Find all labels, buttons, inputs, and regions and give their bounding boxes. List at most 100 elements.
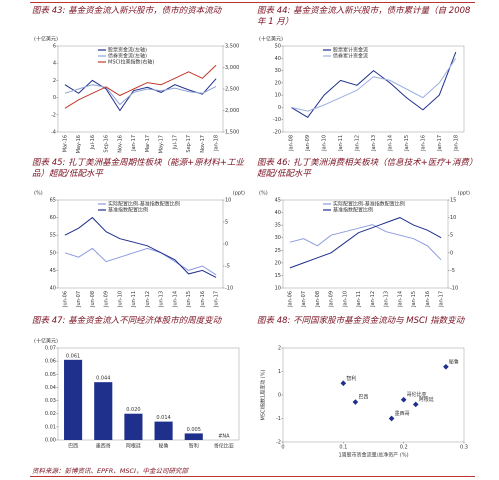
y-tick-label: 6 (53, 44, 56, 50)
y-tick-label: -2 (51, 112, 56, 118)
figure-title: 图表 45: 扎丁美洲基金周期性板块（能源+原材料+工业品）超配/低配水平 (32, 158, 244, 179)
x-tick-label: Jun-11 (131, 291, 137, 308)
x-tick-label: Jan-11 (338, 135, 344, 152)
x-tick-label: 0.3 (460, 445, 468, 451)
y-tick-label: 0 (53, 95, 56, 101)
x-tick-label: Jan-16 (425, 291, 431, 308)
scatter-point (400, 396, 407, 403)
chart: 0.00 0.01 0.02 0.03 0.04 0.05 0.06 0.07(十亿美元) 巴西… (34, 338, 240, 450)
y-tick-label: -4 (51, 130, 56, 136)
bar (94, 382, 113, 440)
x-tick-label: Jan-11 (356, 291, 362, 308)
x-tick-label: 阿根廷 (126, 443, 141, 450)
y-tick-label: 45 (50, 268, 56, 274)
x-tick-label: Jan-08 (289, 135, 295, 152)
x-tick-label: Jun-13 (159, 291, 165, 308)
legend-label: 债券资金流(左轴) (108, 53, 147, 60)
y-axis-label: (%) (259, 191, 268, 197)
y-tick-label: 50 (50, 250, 56, 256)
y-tick-label: 20 (275, 80, 281, 86)
x-axis-label: 1周股市资金流量/总净资产 (%) (338, 452, 408, 459)
x-tick-label: Jun-16 (200, 291, 206, 308)
plot-frame (282, 45, 465, 133)
x-tick-label: Jan-08 (315, 291, 321, 308)
y2-tick-label: 3,500 (225, 44, 239, 50)
line-series (291, 58, 457, 112)
x-tick-label: Jan-13 (371, 135, 377, 152)
x-tick-label: Jan-17 (439, 291, 445, 308)
point-label: 秘鲁 (449, 358, 459, 365)
chart: 40 45 50 55 60 65 -10 -5 0 5 10 (%) (ppt) Jun-06 Jun-0… (34, 191, 245, 308)
line-series (64, 78, 217, 112)
x-tick-label: Jun-15 (186, 291, 192, 308)
y-tick-label: 2 (278, 346, 281, 352)
chart: -2 -1 0 1 2 MSCI指数1周变动 (%) 0 0.1 0.2 0.3 1周股市资金流量/… (260, 346, 468, 459)
rule (30, 2, 475, 3)
y-tick-label: 2 (53, 78, 56, 84)
x-tick-label: May-16 (76, 135, 82, 153)
x-tick-label: Jan-17 (437, 135, 443, 152)
y-tick-label: 0.00 (45, 438, 56, 444)
y-tick-label: 0.07 (45, 346, 56, 352)
y-tick-label: 0.01 (45, 424, 56, 430)
x-tick-label: 0.2 (400, 445, 408, 451)
y-tick-label: 30 (275, 235, 281, 241)
line-series (64, 216, 217, 278)
y-tick-label: 25 (275, 248, 281, 254)
x-tick-label: 巴西 (68, 444, 78, 450)
plot-frame (57, 347, 240, 441)
point-label: 墨西哥 (395, 411, 410, 417)
x-tick-label: 0.1 (339, 445, 347, 451)
x-tick-label: Jun-09 (104, 291, 110, 308)
scatter-point (340, 380, 347, 387)
legend-label: MSCI拉美指数(右轴) (108, 59, 154, 66)
x-tick-label: Jul-17 (172, 135, 178, 150)
scatter-point (352, 399, 359, 405)
y-tick-label: 40 (50, 286, 56, 292)
y-axis-label: MSCI指数1周变动 (%) (260, 370, 267, 421)
y-axis-label: (十亿美元) (259, 36, 283, 43)
x-tick-label: Jul-16 (90, 135, 96, 150)
x-tick-label: Jan-12 (355, 135, 361, 152)
y2-tick-label: 5 (450, 233, 453, 239)
chart: -4 -2 0 2 4 6 1,500 2,000 2,500 3,000 3,500 (十亿美元) M… (34, 36, 239, 154)
x-tick-label: Jan-12 (370, 291, 376, 308)
y2-axis-label: (ppt) (233, 191, 245, 197)
x-tick-label: Jan-13 (384, 291, 390, 308)
y-tick-label: 60 (50, 215, 56, 221)
x-tick-label: Jan-16 (420, 135, 426, 152)
y2-tick-label: 0 (225, 242, 228, 248)
x-tick-label: 智利 (189, 443, 199, 450)
line-series (64, 247, 217, 276)
value-label: 0.020 (126, 407, 140, 413)
point-label: 哥伦比亚 (407, 391, 427, 398)
y-tick-label: 30 (275, 68, 281, 74)
y-axis-label: (十亿美元) (34, 36, 58, 43)
y-tick-label: 15 (275, 273, 281, 279)
y2-tick-label: 2,500 (225, 87, 239, 93)
value-label: 0.014 (156, 415, 170, 421)
y2-tick-label: 3,000 (225, 65, 239, 71)
legend-label: 债券累计资金流 (333, 53, 368, 60)
value-label: 0.061 (66, 353, 80, 359)
figure-title: 图表 47: 基金资金流入不同经济体股市的周度变动 (32, 316, 222, 326)
y2-tick-label: -10 (225, 286, 233, 292)
y-tick-label: 55 (50, 233, 56, 239)
y-tick-label: -2 (276, 440, 281, 446)
x-tick-label: Jan-17 (131, 135, 137, 152)
source-note: 资料来源：彭博资讯、EPFR、MSCI，中金公司研究部 (32, 467, 188, 475)
rule (30, 476, 475, 477)
y-tick-label: -10 (273, 117, 281, 123)
figure-title: 图表 43: 基金资金流入新兴股市，债市的资本流动 (32, 6, 222, 16)
x-tick-label: Nov-17 (200, 135, 206, 153)
figure-title: 图表 44: 基金资金流入新兴股市，债市累计量（自 2008 年 1 月） (257, 6, 471, 27)
figure-title: 图表 46: 扎丁美洲消费相关板块（信息技术+医疗+消费）超配/低配水平 (257, 158, 474, 179)
plot-frame (282, 199, 449, 289)
legend-label: 股票累计资金流 (333, 47, 368, 54)
x-tick-label: Jan-10 (322, 135, 328, 152)
y-tick-label: 0.02 (45, 411, 56, 417)
y-tick-label: 50 (275, 44, 281, 50)
y-tick-label: 45 (275, 198, 281, 204)
y-tick-label: 65 (50, 198, 56, 204)
